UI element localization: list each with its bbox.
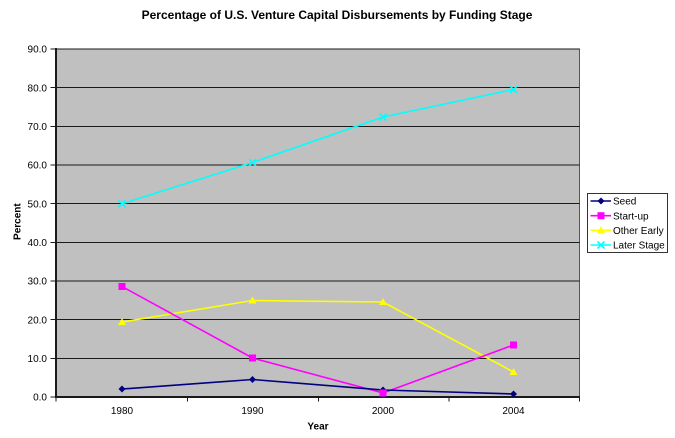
svg-text:50.0: 50.0 <box>28 199 48 210</box>
svg-text:Other Early: Other Early <box>613 226 664 237</box>
svg-text:0.0: 0.0 <box>33 393 47 404</box>
svg-text:80.0: 80.0 <box>28 83 48 94</box>
svg-text:10.0: 10.0 <box>28 354 48 365</box>
svg-text:Seed: Seed <box>613 197 636 208</box>
svg-text:Percentage of U.S. Venture Cap: Percentage of U.S. Venture Capital Disbu… <box>142 8 533 22</box>
svg-text:60.0: 60.0 <box>28 161 48 172</box>
svg-text:1990: 1990 <box>241 406 264 417</box>
svg-text:Year: Year <box>307 422 328 433</box>
svg-text:20.0: 20.0 <box>28 315 48 326</box>
svg-text:Percent: Percent <box>13 203 24 240</box>
svg-text:Start-up: Start-up <box>613 211 649 222</box>
svg-text:2000: 2000 <box>372 406 395 417</box>
svg-text:90.0: 90.0 <box>28 45 48 56</box>
svg-text:30.0: 30.0 <box>28 277 48 288</box>
svg-text:2004: 2004 <box>502 406 525 417</box>
svg-text:70.0: 70.0 <box>28 122 48 133</box>
svg-text:40.0: 40.0 <box>28 238 48 249</box>
svg-text:Later Stage: Later Stage <box>613 241 665 252</box>
svg-text:1980: 1980 <box>111 406 134 417</box>
